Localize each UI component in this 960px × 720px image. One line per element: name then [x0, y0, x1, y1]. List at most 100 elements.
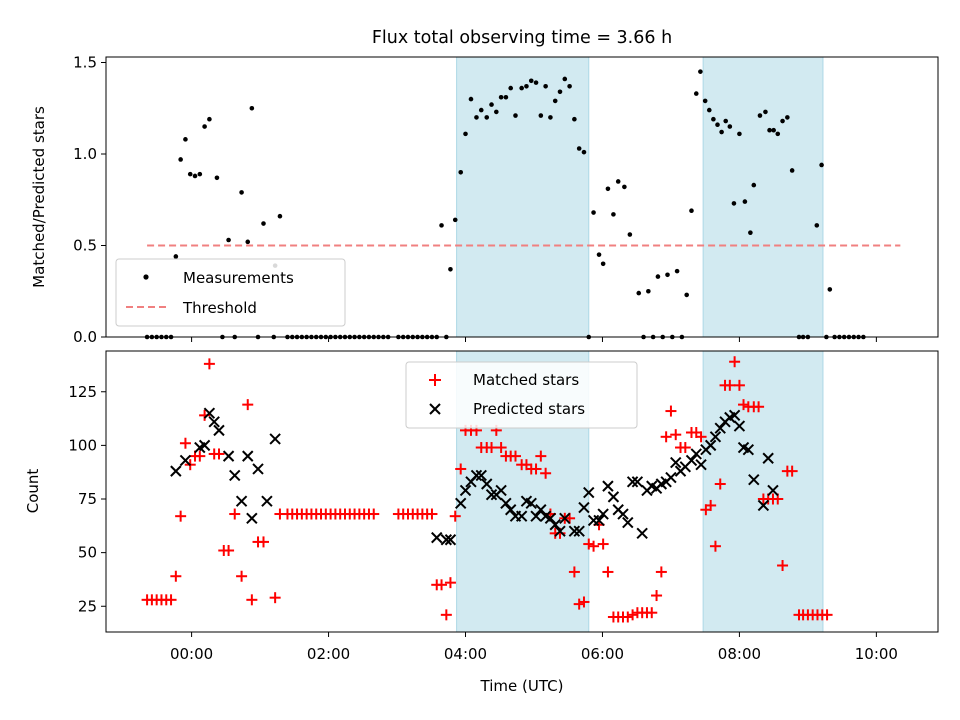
bottom-y-tick-label: 25 — [78, 597, 97, 615]
predicted-star-point — [709, 431, 722, 443]
measurement-point — [731, 201, 737, 206]
top-legend: Measurements Threshold — [115, 258, 346, 327]
matched-legend-marker — [429, 374, 441, 386]
legend-matched-label: Matched stars — [473, 371, 579, 389]
matched-star-point — [242, 399, 254, 411]
measurement-point — [508, 85, 514, 91]
matched-star-point — [236, 570, 248, 582]
bottom-y-axis-label: Count — [24, 469, 42, 514]
predicted-star-point — [481, 478, 493, 490]
predicted-star-point — [170, 465, 182, 477]
matched-star-point — [670, 429, 682, 441]
matched-star-point — [627, 609, 639, 621]
measurement-point — [605, 186, 611, 192]
matched-star-point — [213, 448, 225, 460]
measurement-point — [684, 292, 689, 298]
measurement-point — [636, 290, 642, 296]
measurement-point — [474, 115, 479, 120]
predicted-star-point — [179, 454, 192, 467]
predicted-star-point — [269, 433, 281, 445]
measurement-point — [702, 98, 708, 104]
measurement-point — [627, 232, 633, 237]
x-tick-label: 10:00 — [855, 645, 898, 663]
matched-star-point — [440, 609, 452, 621]
measurement-point — [689, 208, 694, 214]
predicted-star-point — [636, 527, 648, 540]
predicted-star-point — [198, 439, 211, 452]
matched-star-point — [738, 399, 750, 411]
x-axis-label: Time (UTC) — [480, 677, 564, 695]
measurement-point — [600, 261, 606, 267]
matched-star-point — [257, 536, 269, 548]
matched-star-point — [724, 379, 736, 391]
predicted-star-point — [578, 501, 590, 514]
matched-star-point — [495, 442, 507, 454]
predicted-star-point — [573, 525, 585, 537]
bottom-panel: 25 50 75 100 125 00:00 02:00 04:00 06:00 08:00 10:… — [24, 350, 939, 695]
predicted-star-point — [544, 512, 557, 525]
measurement-legend-marker — [143, 274, 149, 280]
measurement-point — [737, 131, 742, 137]
measurement-point — [655, 274, 661, 279]
measurement-point — [757, 113, 763, 118]
predicted-star-point — [495, 484, 507, 497]
x-tick-label: 08:00 — [718, 645, 761, 663]
matched-star-point — [733, 379, 745, 391]
predicted-star-point — [535, 504, 547, 516]
matched-star-point — [695, 431, 707, 443]
matched-star-point — [436, 579, 448, 591]
matched-star-point — [170, 570, 182, 582]
x-tick-label: 02:00 — [307, 645, 350, 663]
bottom-y-tick-label: 125 — [68, 383, 97, 401]
measurement-point — [674, 268, 680, 274]
predicted-star-point — [554, 525, 566, 537]
predicted-star-point — [549, 519, 561, 531]
predicted-star-point — [714, 422, 726, 434]
measurement-point — [763, 109, 768, 115]
measurement-point — [448, 266, 453, 272]
measurement-point — [478, 107, 484, 113]
measurement-point — [439, 223, 444, 228]
matched-star-point — [573, 598, 585, 610]
predicted-star-point — [767, 484, 779, 497]
x-tick-label: 04:00 — [444, 645, 487, 663]
predicted-star-point — [617, 508, 629, 520]
matched-star-point — [679, 442, 691, 454]
x-tick-label: 06:00 — [581, 645, 624, 663]
measurement-point — [452, 217, 458, 223]
matched-star-point — [540, 467, 552, 479]
matched-star-point — [709, 540, 721, 552]
predicted-star-point — [261, 495, 273, 507]
measurement-point — [202, 124, 207, 129]
matched-star-point — [568, 566, 580, 578]
matched-star-point — [786, 465, 798, 477]
measurement-point — [468, 96, 474, 102]
matched-star-point — [660, 431, 672, 443]
measurement-point — [192, 173, 198, 179]
top-shaded-interval-1 — [456, 56, 590, 338]
matched-star-point — [646, 607, 658, 619]
measurement-point — [494, 109, 499, 115]
measurement-point — [723, 118, 729, 124]
measurement-point — [543, 83, 548, 89]
measurement-point — [581, 149, 587, 155]
predicted-star-point — [728, 409, 741, 422]
bottom-y-tick-label: 75 — [78, 490, 97, 508]
matched-star-point — [223, 544, 235, 556]
predicted-star-point — [665, 471, 677, 484]
measurement-point — [596, 252, 602, 257]
measurement-point — [715, 122, 720, 128]
measurement-point — [706, 107, 712, 113]
measurement-point — [524, 83, 529, 89]
predicted-star-point — [626, 476, 639, 488]
matched-star-point — [535, 450, 547, 462]
measurement-point — [207, 116, 212, 122]
measurement-point — [572, 116, 577, 122]
measurement-point — [646, 288, 651, 294]
measurement-point — [611, 212, 616, 217]
measurement-point — [591, 210, 596, 215]
matched-star-point — [583, 538, 595, 550]
top-y-tick-label: 0.5 — [73, 236, 97, 254]
predicted-star-point — [597, 508, 609, 520]
